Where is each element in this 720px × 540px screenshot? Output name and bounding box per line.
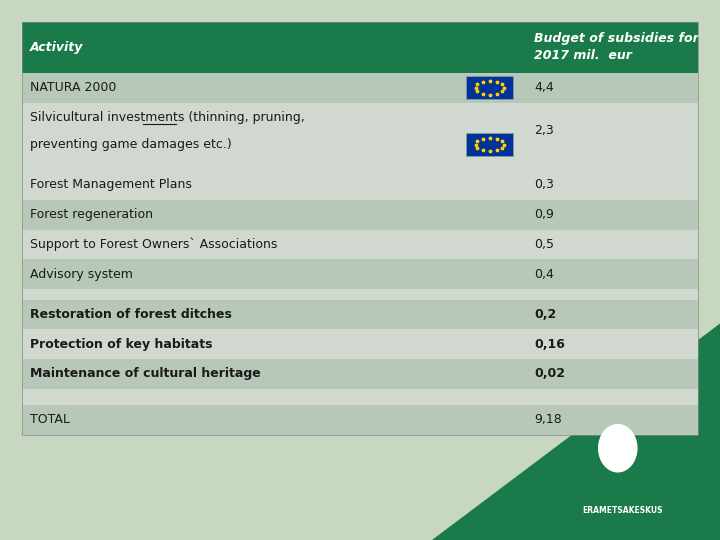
- Text: Activity: Activity: [30, 40, 84, 54]
- Bar: [22, 22, 698, 73]
- Bar: [22, 289, 698, 300]
- Bar: [22, 73, 698, 103]
- Text: 0,16: 0,16: [534, 338, 565, 351]
- Bar: [467, 76, 513, 99]
- Text: Maintenance of cultural heritage: Maintenance of cultural heritage: [30, 367, 261, 381]
- Bar: [467, 133, 513, 156]
- Bar: [22, 200, 698, 230]
- Text: TOTAL: TOTAL: [30, 413, 70, 427]
- Text: Restoration of forest ditches: Restoration of forest ditches: [30, 308, 232, 321]
- Bar: [22, 389, 698, 405]
- Polygon shape: [432, 313, 720, 540]
- Text: 0,5: 0,5: [534, 238, 554, 251]
- Text: 0,3: 0,3: [534, 178, 554, 192]
- Bar: [22, 405, 698, 435]
- Text: 9,18: 9,18: [534, 413, 562, 427]
- Text: 0,2: 0,2: [534, 308, 557, 321]
- Text: 0,02: 0,02: [534, 367, 565, 381]
- Bar: [22, 300, 698, 329]
- Bar: [22, 22, 698, 435]
- Bar: [22, 259, 698, 289]
- Bar: [22, 230, 698, 259]
- Text: NATURA 2000: NATURA 2000: [30, 81, 117, 94]
- Text: 0,9: 0,9: [534, 208, 554, 221]
- Text: 2,3: 2,3: [534, 124, 554, 138]
- Text: 0,4: 0,4: [534, 267, 554, 281]
- Text: Protection of key habitats: Protection of key habitats: [30, 338, 212, 351]
- Bar: [22, 170, 698, 200]
- Text: Budget of subsidies for
2017 mil.  eur: Budget of subsidies for 2017 mil. eur: [534, 32, 699, 62]
- Text: ERAMETSAKESKUS: ERAMETSAKESKUS: [582, 506, 663, 515]
- Text: Advisory system: Advisory system: [30, 267, 133, 281]
- Bar: [22, 103, 698, 159]
- Text: 4,4: 4,4: [534, 81, 554, 94]
- Text: preventing game damages etc.): preventing game damages etc.): [30, 138, 232, 151]
- Bar: [22, 159, 698, 170]
- Bar: [22, 329, 698, 359]
- Text: Silvicultural investments (thinning, pruning,: Silvicultural investments (thinning, pru…: [30, 111, 305, 124]
- Bar: [22, 359, 698, 389]
- Text: Support to Forest Owners` Associations: Support to Forest Owners` Associations: [30, 238, 278, 251]
- Ellipse shape: [598, 424, 638, 472]
- Text: Forest Management Plans: Forest Management Plans: [30, 178, 192, 192]
- Text: Forest regeneration: Forest regeneration: [30, 208, 153, 221]
